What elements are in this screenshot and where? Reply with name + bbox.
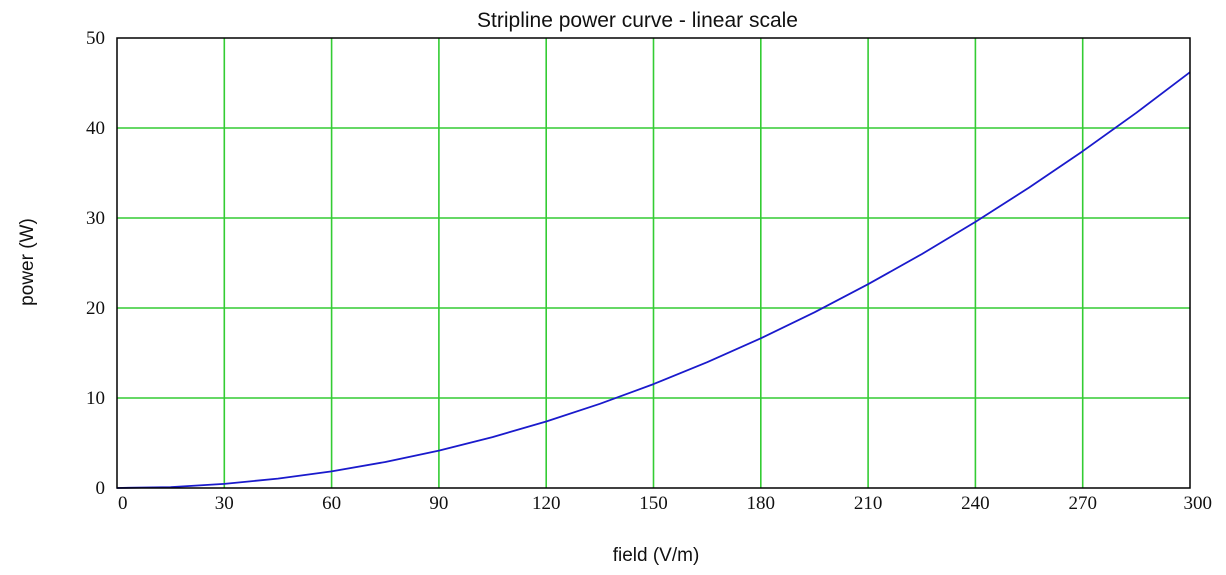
x-tick-label: 120 [532,493,561,514]
x-tick-label: 90 [429,493,448,514]
power-series-line [116,71,1191,489]
x-tick-label: 180 [747,493,776,514]
y-axis-title: power (W) [17,218,38,306]
y-tick-label: 10 [86,388,105,409]
x-axis-title: field (V/m) [613,545,700,566]
x-tick-label: 210 [854,493,883,514]
x-tick-label: 300 [1184,493,1213,514]
plot-area-frame [116,37,1191,489]
y-tick-label: 0 [96,478,106,499]
y-tick-label: 20 [86,298,105,319]
grid-lines [117,38,1190,488]
x-tick-label: 240 [961,493,990,514]
x-tick-label: 0 [118,493,128,514]
x-tick-label: 270 [1068,493,1097,514]
chart-title: Stripline power curve - linear scale [477,9,798,32]
x-axis-tick-labels: 0 30 60 90 120 150 180 210 240 270 300 [118,493,1212,514]
x-tick-label: 60 [322,493,341,514]
y-axis-tick-labels: 0 10 20 30 40 50 [86,28,105,499]
y-tick-label: 50 [86,28,105,49]
x-tick-label: 150 [639,493,668,514]
x-tick-label: 30 [215,493,234,514]
y-tick-label: 30 [86,208,105,229]
y-tick-label: 40 [86,118,105,139]
series-layer [116,71,1191,489]
